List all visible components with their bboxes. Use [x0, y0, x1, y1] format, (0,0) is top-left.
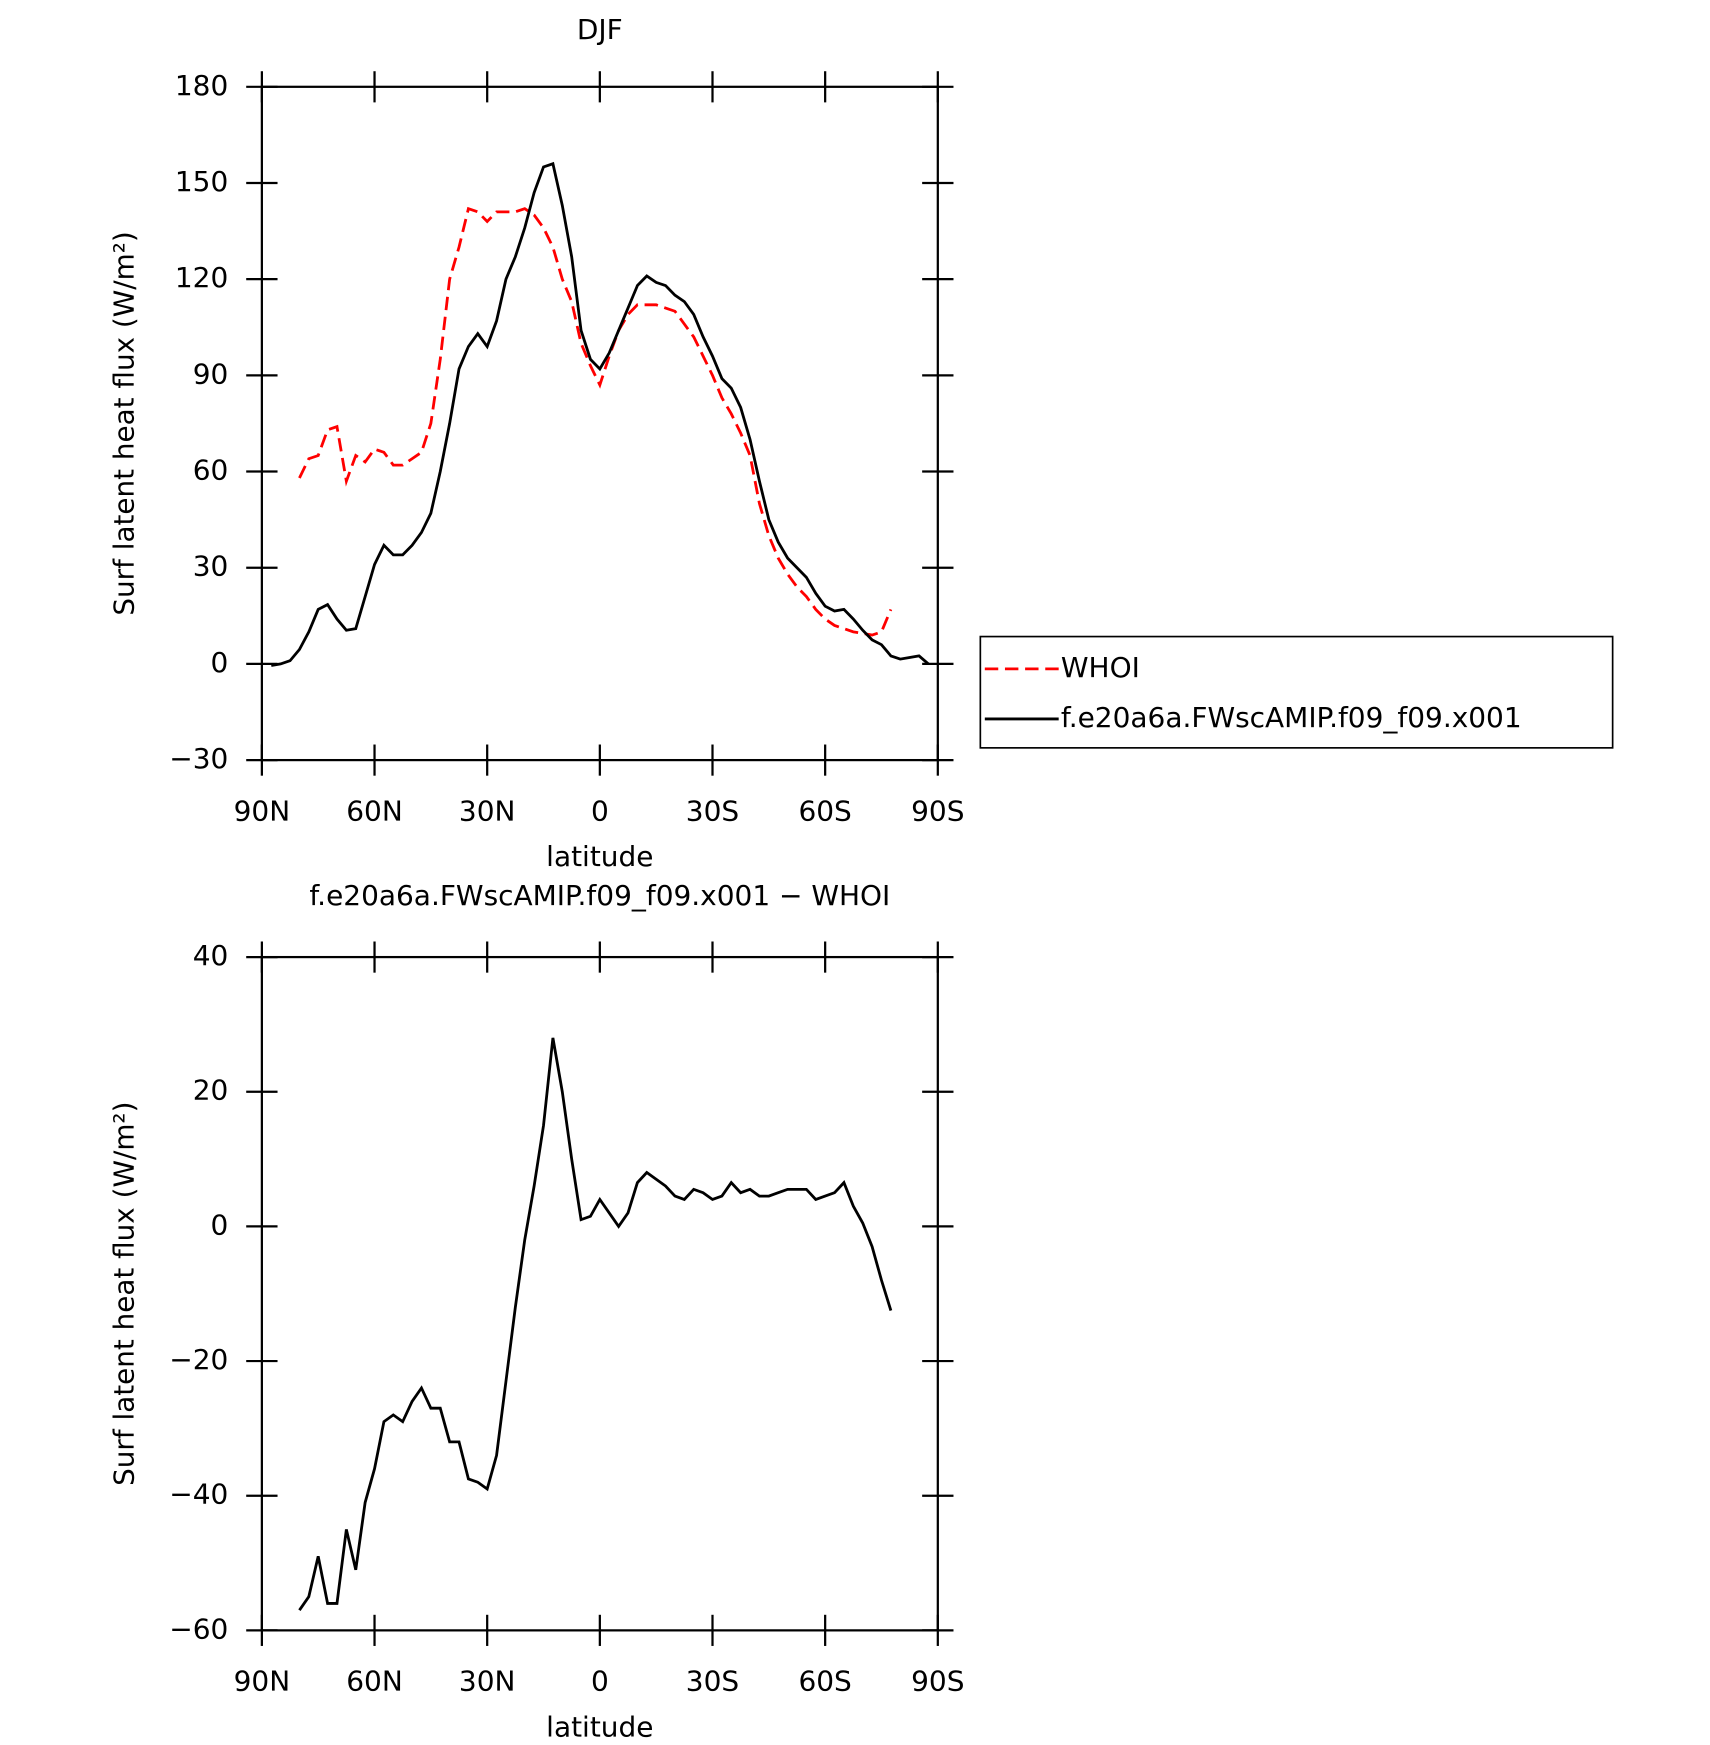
- plot-frame: [260, 955, 939, 1632]
- x-tick-label: 30S: [686, 794, 739, 827]
- legend-label: WHOI: [1061, 651, 1140, 684]
- plot-frame: [260, 85, 939, 762]
- x-axis-label: latitude: [546, 1710, 653, 1743]
- x-tick-label: 60S: [798, 794, 851, 827]
- y-tick-label: 30: [193, 550, 229, 583]
- x-tick-label: 0: [591, 794, 609, 827]
- y-tick-label: −40: [169, 1478, 228, 1511]
- y-tick-label: 0: [210, 646, 228, 679]
- data-line: [298, 1037, 893, 1611]
- legend-box: [979, 635, 1614, 749]
- y-tick-label: −30: [169, 742, 228, 775]
- y-tick-label: 40: [193, 939, 229, 972]
- x-tick-label: 90S: [911, 794, 964, 827]
- x-tick-label: 30N: [459, 1665, 516, 1698]
- x-tick-label: 60S: [798, 1665, 851, 1698]
- y-tick-label: 180: [175, 69, 228, 102]
- x-tick-label: 30S: [686, 1665, 739, 1698]
- x-tick-label: 90N: [234, 794, 291, 827]
- chart-title: DJF: [577, 13, 623, 46]
- y-tick-label: 60: [193, 454, 229, 487]
- data-line: [298, 206, 893, 637]
- chart-panel: f.e20a6a.FWscAMIP.f09_f09.x001 − WHOI −60…: [107, 879, 964, 1743]
- data-line: [271, 161, 930, 667]
- x-axis-label: latitude: [546, 840, 653, 873]
- chart-panel: DJF −30 0 30 60 90 120 150 180 90N 60N 30N 0 30S 60S 90…: [107, 13, 1614, 873]
- x-tick-label: 60N: [346, 794, 403, 827]
- x-tick-label: 0: [591, 1665, 609, 1698]
- y-tick-label: 120: [175, 261, 228, 294]
- y-tick-label: −60: [169, 1612, 228, 1645]
- y-tick-label: 150: [175, 165, 228, 198]
- y-tick-label: 20: [193, 1074, 229, 1107]
- y-tick-label: 90: [193, 357, 229, 390]
- x-tick-label: 30N: [459, 794, 516, 827]
- legend-label: f.e20a6a.FWscAMIP.f09_f09.x001: [1061, 701, 1522, 734]
- x-tick-label: 90S: [911, 1665, 964, 1698]
- y-tick-label: −20: [169, 1343, 228, 1376]
- y-axis-label: Surf latent heat flux (W/m²): [107, 1102, 140, 1486]
- chart-title: f.e20a6a.FWscAMIP.f09_f09.x001 − WHOI: [309, 879, 890, 912]
- y-tick-label: 0: [210, 1208, 228, 1241]
- x-tick-label: 90N: [234, 1665, 291, 1698]
- y-axis-label: Surf latent heat flux (W/m²): [107, 231, 140, 615]
- x-tick-label: 60N: [346, 1665, 403, 1698]
